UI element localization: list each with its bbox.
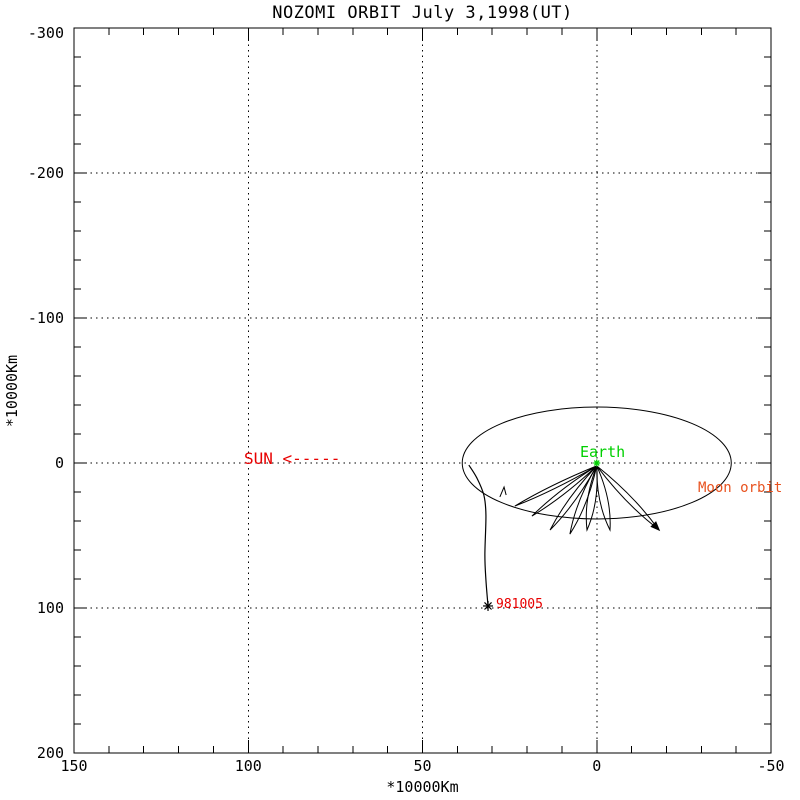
y-tick-label: 200 xyxy=(36,744,64,762)
x-tick-label: -50 xyxy=(757,757,785,775)
direction-tick-mark xyxy=(499,485,507,498)
trajectory-arrowhead xyxy=(650,521,661,532)
earth-label: Earth xyxy=(580,443,626,461)
x-axis-title: *10000Km xyxy=(386,778,459,796)
y-tick-label: 100 xyxy=(36,599,64,617)
x-tick-label: 50 xyxy=(413,757,432,775)
moon-orbit-label: Moon orbit xyxy=(698,480,783,496)
descent-trajectory xyxy=(468,464,489,607)
x-tick-label: 150 xyxy=(60,757,88,775)
phasing-loops xyxy=(514,465,661,535)
start-marker-asterisk xyxy=(483,600,494,611)
chart-title: NOZOMI ORBIT July 3,1998(UT) xyxy=(272,3,573,23)
x-tick-label: 0 xyxy=(592,757,602,775)
sun-direction-label: SUN <----- xyxy=(244,449,341,468)
y-axis-title: *10000Km xyxy=(2,354,21,428)
y-tick-label: 0 xyxy=(54,454,64,472)
x-tick-label: 100 xyxy=(234,757,262,775)
axis-ticks xyxy=(73,27,772,754)
grid-lines xyxy=(74,28,771,753)
moon-orbit-ellipse xyxy=(461,406,732,520)
y-tick-label: -200 xyxy=(27,164,64,182)
y-tick-label: -100 xyxy=(27,309,64,327)
y-tick-label: -300 xyxy=(27,24,64,42)
point-981005-label: 981005 xyxy=(496,597,543,612)
earth-marker xyxy=(593,459,601,467)
